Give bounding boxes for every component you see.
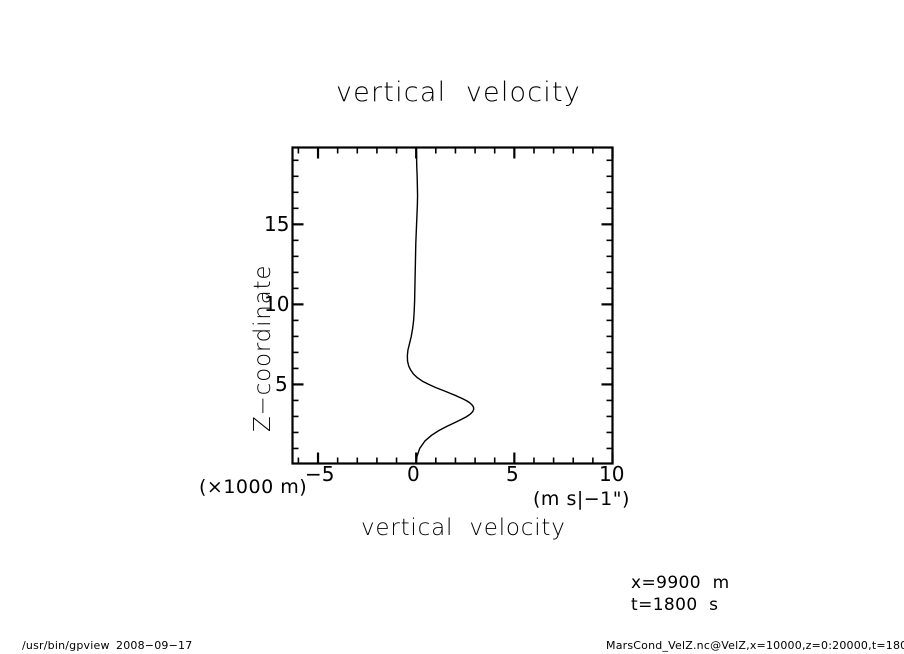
x-tick-label-2: 5 [506,462,519,486]
data-series-group [406,146,475,465]
annotation-time: t=1800 s [631,595,719,615]
annotation-x-position: x=9900 m [631,573,730,593]
x-tick-label-0: −5 [305,462,335,486]
y-tick-label-5: 5 [275,372,288,396]
y-tick-label-15: 15 [264,212,290,236]
x-tick-label-3: 10 [599,462,625,486]
x-tick-label-1: 0 [407,462,420,486]
y-axis-units: (×1000 m) [199,476,308,498]
data-series-line [406,146,475,465]
footer-date: 2008−09−17 [116,639,193,652]
footer-program: /usr/bin/gpview [22,639,110,652]
y-tick-label-10: 10 [264,292,290,316]
x-axis-units: (m s|−1") [533,488,630,510]
x-axis-title: vertical velocity [361,515,566,541]
axes-frame [291,146,614,465]
y-axis-ticks [292,159,613,450]
page-title: vertical velocity [336,77,581,108]
footer-source: MarsCond_VelZ.nc@VelZ,x=10000,z=0:20000,… [606,639,904,652]
x-axis-ticks [297,147,614,464]
y-axis-title: Z−coordinate [250,264,276,432]
